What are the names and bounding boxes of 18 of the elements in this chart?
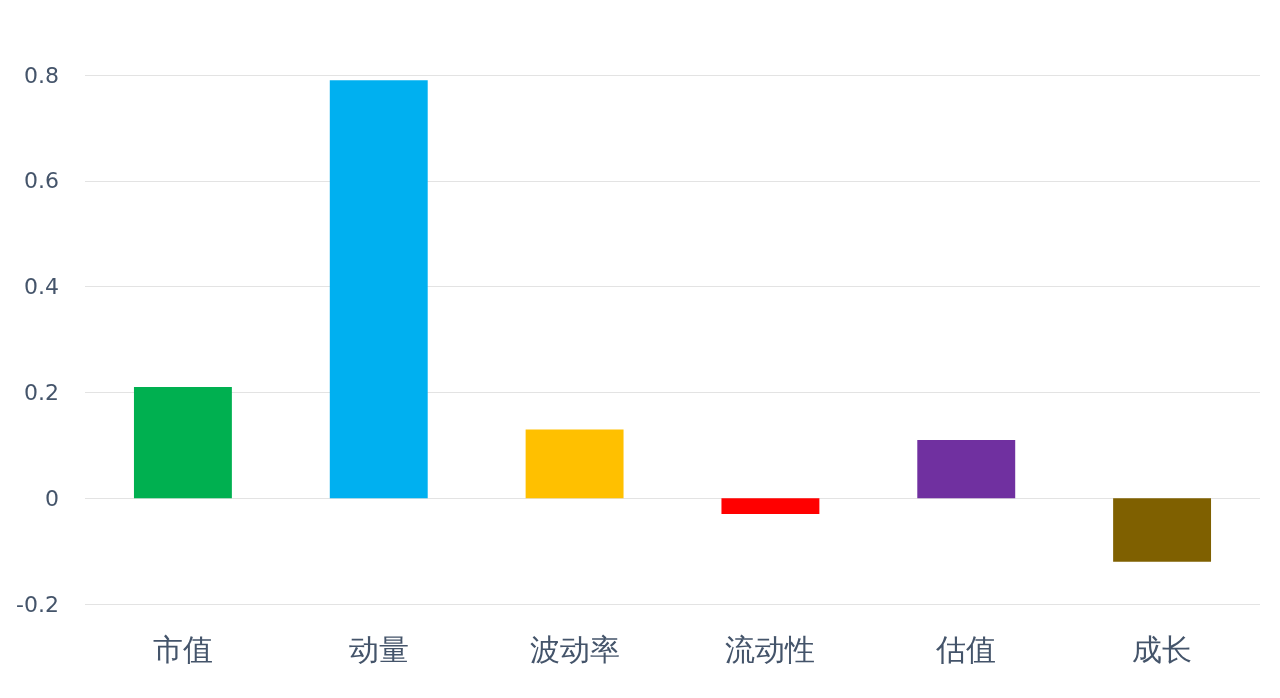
y-tick-label: 0.2 xyxy=(24,379,59,405)
bar xyxy=(721,498,820,515)
x-tick-label: 动量 xyxy=(348,631,409,667)
y-tick-label: -0.2 xyxy=(16,591,59,617)
bar xyxy=(917,440,1016,499)
y-tick-label: 0.6 xyxy=(24,168,59,194)
bar xyxy=(133,387,232,499)
x-tick-label: 流动性 xyxy=(725,631,816,667)
x-tick-label: 估值 xyxy=(935,631,997,667)
x-tick-label: 波动率 xyxy=(529,631,620,667)
bar xyxy=(329,80,428,499)
bar xyxy=(525,429,624,499)
y-tick-label: 0 xyxy=(45,485,59,511)
y-tick-label: 0.8 xyxy=(24,62,59,88)
x-tick-label: 成长 xyxy=(1132,631,1193,667)
y-tick-label: 0.4 xyxy=(24,274,59,300)
x-tick-label: 市值 xyxy=(152,631,213,667)
bar xyxy=(1113,498,1212,562)
